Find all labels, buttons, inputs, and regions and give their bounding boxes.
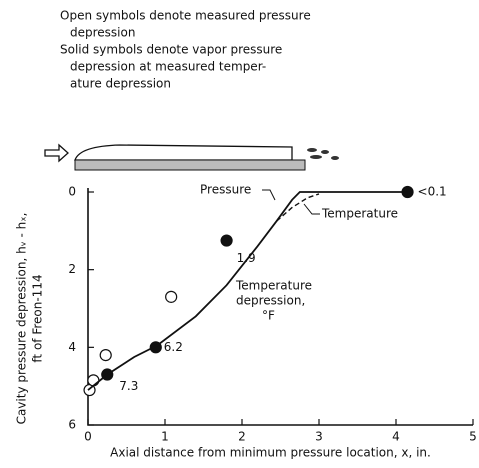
annotation: Temperature (321, 207, 398, 221)
y-tick-label: 2 (68, 262, 76, 276)
y-tick-label: 6 (68, 418, 76, 432)
curve (276, 193, 320, 222)
nozzle-diagram (44, 143, 339, 171)
point-label: <0.1 (418, 185, 447, 199)
point-label: 6.2 (164, 340, 183, 354)
note: depression (70, 26, 135, 40)
curve (87, 191, 408, 391)
leader (262, 189, 276, 201)
note: ature depression (70, 77, 171, 91)
point (165, 290, 178, 303)
point-label: 7.3 (119, 379, 138, 393)
annotation: Temperature (235, 279, 312, 293)
y-tick-label: 0 (68, 185, 76, 199)
note: Solid symbols denote vapor pressure (60, 43, 282, 57)
x-tick-label: 1 (161, 430, 169, 444)
annotation: °F (262, 309, 275, 323)
y-axis-label: ft of Freon-114 (31, 274, 45, 362)
x-tick-label: 2 (238, 430, 246, 444)
x-tick-label: 0 (84, 430, 92, 444)
annotation: Pressure (200, 183, 251, 197)
leader (303, 203, 320, 215)
annotation: depression, (236, 294, 305, 308)
point (99, 349, 112, 362)
y-axis-label: Cavity pressure depression, hᵥ - hₓ, (15, 213, 29, 425)
x-axis-label: Axial distance from minimum pressure loc… (110, 446, 431, 460)
x-tick-label: 4 (392, 430, 400, 444)
note: Open symbols denote measured pressure (60, 9, 311, 23)
point (87, 374, 100, 387)
x-tick-label: 5 (469, 430, 477, 444)
point (220, 234, 233, 247)
x-tick-label: 3 (315, 430, 323, 444)
y-tick-label: 4 (68, 340, 76, 354)
note: depression at measured temper- (70, 60, 266, 74)
